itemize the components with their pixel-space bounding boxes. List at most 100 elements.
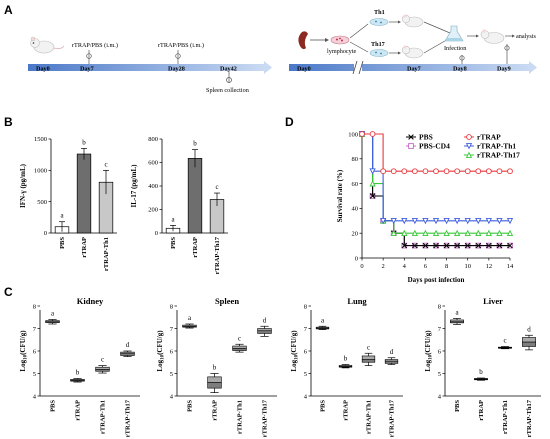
t2-day-8: Day8	[453, 66, 467, 73]
legend-marker	[465, 143, 473, 150]
significance-letter: b	[193, 140, 197, 148]
mouse-icon	[30, 36, 65, 54]
lymphocyte-label: lymphocyte	[327, 48, 356, 55]
series-marker-pbs	[486, 242, 492, 249]
box-upper-half	[45, 320, 60, 323]
series-marker-rtrap	[475, 168, 482, 175]
legend-label: PBS-CD4	[419, 142, 450, 151]
y-axis-label: Survival rate (%)	[336, 169, 344, 222]
series-marker-rtrap-th17	[454, 229, 461, 237]
th17-label: Th17	[371, 41, 385, 48]
series-marker-rtrap-th1	[422, 217, 429, 225]
spleen-icon	[298, 31, 308, 50]
collection-marker	[226, 71, 232, 83]
category-label: PBS	[170, 237, 177, 249]
timeline-2-arrow	[529, 61, 537, 74]
x-tick-label: 4	[403, 263, 407, 270]
panel-label-b: B	[4, 115, 13, 129]
category-label: rTRAP-Th17	[526, 399, 533, 437]
category-label: rTRAP	[81, 237, 88, 258]
series-marker-rtrap-th1	[454, 217, 461, 225]
category-label: rTRAP	[478, 400, 485, 421]
series-marker-rtrap-th1	[411, 217, 418, 225]
t2-day-9: Day9	[497, 66, 511, 73]
panel-label-d: D	[285, 115, 294, 129]
th1-label: Th1	[374, 9, 385, 16]
y-axis-label: Log10(CFU/g)	[424, 330, 434, 372]
series-marker-rtrap-th17	[496, 229, 503, 237]
series-marker-rtrap-th17	[369, 180, 376, 187]
box-upper-half	[338, 365, 353, 367]
category-label: PBS	[59, 237, 66, 249]
series-marker-rtrap-th17	[411, 229, 418, 237]
box-lower-half	[384, 360, 399, 364]
series-marker-rtrap	[422, 168, 429, 175]
category-label: rTRAP-Th1	[366, 400, 373, 434]
arrow-head-4	[476, 34, 479, 38]
category-label: rTRAP-Th17	[262, 399, 269, 437]
injection-label-2: rTRAP/PBS (i.m.)	[158, 42, 204, 49]
y-tick-label: 60	[352, 181, 359, 188]
y-tick-label: 8	[33, 303, 36, 310]
series-marker-rtrap-th17	[506, 229, 514, 237]
series-marker-rtrap	[496, 168, 503, 175]
significance-letter: b	[479, 368, 483, 376]
box-upper-half	[522, 337, 536, 343]
y-tick-label: 1500	[34, 136, 47, 143]
ifn-gamma-bar-chart: 0 500 1000 1500 IFN-γ (pg/mL) a PBS b rTRAP c rTRA…	[19, 136, 117, 271]
t2-day-0: Day0	[297, 66, 311, 73]
y-axis-label: Log10(CFU/g)	[19, 330, 29, 372]
series-marker-rtrap-th17	[485, 229, 492, 237]
th17-dish-icon	[369, 49, 389, 57]
plot-title: Kidney	[77, 296, 104, 306]
x-tick-label: 2	[382, 263, 385, 270]
series-marker-rtrap-th1	[485, 217, 492, 225]
series-marker-rtrap-th17	[464, 229, 471, 237]
spleen-box-plot: Spleen 4 5 6 7 8 Log10(CFU/g) a PBS b rTRAP c rTRAP-…	[156, 296, 277, 437]
y-tick-label: 4	[170, 393, 174, 400]
y-tick-label: 400	[148, 183, 158, 190]
th1-dish-icon	[369, 18, 389, 26]
y-axis-label: Log10(CFU/g)	[156, 330, 166, 372]
y-tick-label: 7	[304, 326, 308, 333]
il17-bar-chart: 0 200 400 600 800 IL-17 (pg/mL) a PBS b rTRAP c rTR…	[130, 136, 228, 274]
injection-marker-1	[86, 50, 92, 64]
category-label: PBS	[454, 400, 461, 412]
category-label: rTRAP-Th17	[389, 399, 396, 437]
arrow-head-1	[325, 38, 329, 42]
category-label: PBS	[187, 400, 194, 412]
mouse-th17-icon	[401, 45, 424, 59]
y-tick-label: 200	[148, 207, 158, 214]
branch-to-th1	[349, 23, 369, 39]
mouse-th1-icon	[401, 14, 424, 28]
box-upper-half	[315, 326, 330, 329]
series-marker-rtrap	[507, 168, 513, 175]
x-tick-label: 8	[445, 263, 448, 270]
series-marker-pbs	[475, 242, 482, 249]
series-marker-rtrap-th17	[443, 229, 450, 237]
y-tick-label: 1000	[34, 168, 47, 175]
plot-title: Lung	[347, 296, 367, 306]
spleen-collection-label: Spleen collection	[206, 87, 249, 94]
y-tick-label: 4	[33, 393, 37, 400]
arrow-head-3	[398, 51, 401, 55]
significance-letter: c	[238, 334, 241, 342]
x-tick-label: 12	[486, 263, 493, 270]
kidney-box-plot: Kidney 4 5 6 7 8 Log10(CFU/g) a PBS b rTRAP c rTRAP-…	[19, 296, 140, 437]
category-label: rTRAP-Th1	[237, 400, 244, 434]
y-tick-label: 4	[304, 393, 308, 400]
legend-label: rTRAP-Th17	[477, 151, 520, 160]
series-marker-rtrap-th1	[496, 217, 503, 225]
timeline-1: rTRAP/PBS (i.m.) rTRAP/PBS (i.m.) Day0 D…	[28, 36, 272, 94]
significance-letter: a	[321, 316, 325, 324]
category-label: rTRAP-Th1	[502, 400, 509, 434]
series-marker-rtrap-th1	[369, 168, 376, 175]
category-label: rTRAP	[75, 400, 82, 421]
injection-marker-2	[175, 50, 181, 64]
y-tick-label: 6	[438, 348, 442, 355]
series-marker-rtrap	[401, 168, 408, 175]
y-axis-label: Log10(CFU/g)	[290, 330, 300, 372]
box-lower-half	[361, 359, 376, 363]
arrow-head-2	[398, 20, 401, 24]
